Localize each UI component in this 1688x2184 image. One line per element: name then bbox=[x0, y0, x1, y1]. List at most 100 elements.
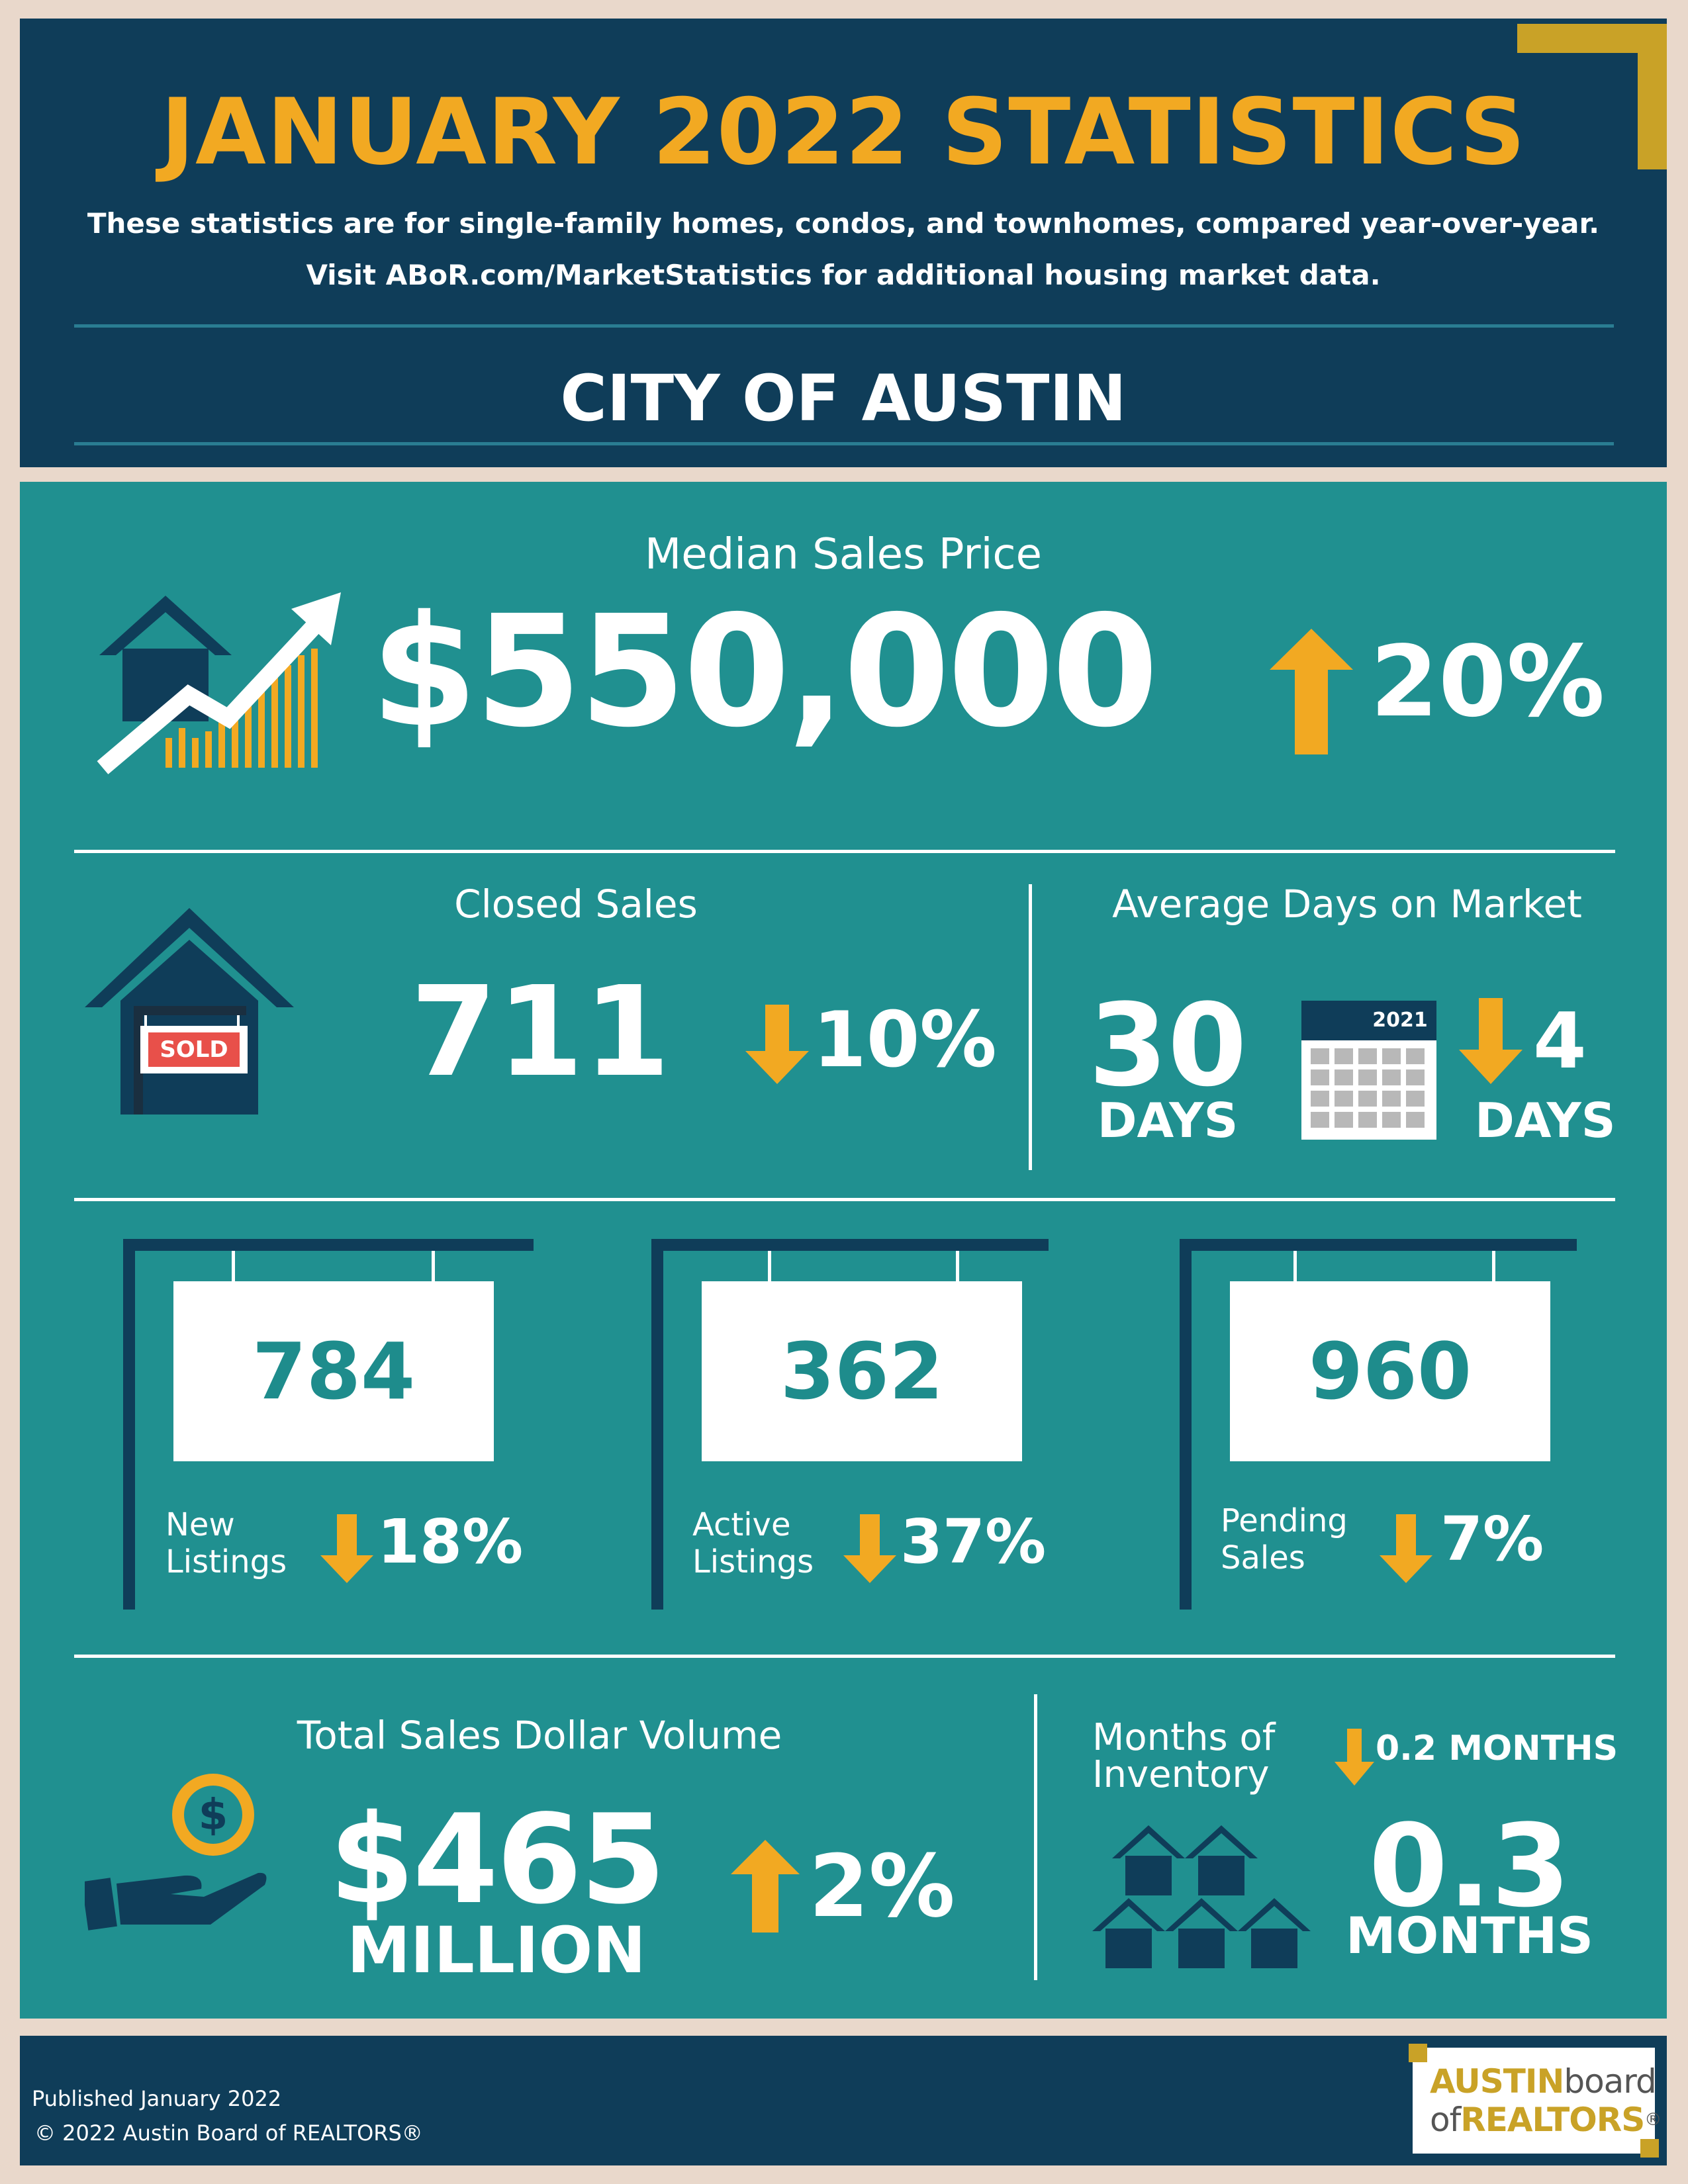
total-volume-change: 2% bbox=[809, 1836, 955, 1936]
calendar-day-cell bbox=[1311, 1091, 1329, 1107]
new-listings-change: 18% bbox=[377, 1506, 524, 1577]
region-title: CITY OF AUSTIN bbox=[560, 361, 1127, 435]
median-price-label: Median Sales Price bbox=[645, 530, 1042, 579]
arrow-down-icon bbox=[745, 1005, 809, 1084]
total-volume-value: $465 bbox=[329, 1788, 666, 1931]
calendar-day-cell bbox=[1335, 1048, 1353, 1064]
calendar-day-cell bbox=[1382, 1112, 1401, 1128]
footer-panel bbox=[20, 2036, 1667, 2165]
calendar-day-cell bbox=[1358, 1069, 1377, 1085]
calendar-day-cell bbox=[1335, 1091, 1353, 1107]
copyright-text: © 2022 Austin Board of REALTORS® bbox=[34, 2120, 423, 2146]
calendar-day-cell bbox=[1335, 1069, 1353, 1085]
pending-sales-label-2: Sales bbox=[1221, 1539, 1305, 1576]
sign-arm bbox=[651, 1239, 1049, 1251]
calendar-day-cell bbox=[1382, 1091, 1401, 1107]
page-title: JANUARY 2022 STATISTICS bbox=[160, 79, 1526, 185]
divider-3 bbox=[74, 1655, 1615, 1658]
sign-post bbox=[651, 1239, 663, 1610]
sign-post bbox=[123, 1239, 135, 1610]
pending-sales-change: 7% bbox=[1440, 1504, 1544, 1574]
arrow-down-icon bbox=[843, 1514, 896, 1583]
arrow-up-icon bbox=[1270, 629, 1353, 754]
calendar-day-cell bbox=[1311, 1048, 1329, 1064]
median-price-value: $550,000 bbox=[371, 582, 1158, 761]
calendar-icon: 2021 bbox=[1301, 1001, 1436, 1140]
divider-2 bbox=[74, 1198, 1615, 1201]
closed-sales-change: 10% bbox=[813, 995, 997, 1085]
new-listings-value: 784 bbox=[252, 1326, 416, 1417]
pending-sales-label-1: Pending bbox=[1221, 1502, 1348, 1539]
new-listings-label-2: Listings bbox=[165, 1543, 287, 1580]
arrow-down-icon bbox=[1459, 998, 1523, 1084]
calendar-day-cell bbox=[1358, 1091, 1377, 1107]
sold-sign-text: SOLD bbox=[160, 1036, 228, 1063]
active-listings-label-2: Listings bbox=[692, 1543, 814, 1580]
sign-hook bbox=[768, 1251, 771, 1281]
header-panel: JANUARY 2022 STATISTICS These statistics… bbox=[20, 19, 1667, 467]
closed-sales-label: Closed Sales bbox=[454, 882, 698, 927]
sign-arm bbox=[123, 1239, 534, 1251]
active-listings-label-1: Active bbox=[692, 1506, 791, 1543]
arrow-down-icon bbox=[1335, 1729, 1374, 1786]
arrow-up-icon bbox=[731, 1840, 800, 1933]
sign-hook bbox=[232, 1251, 235, 1281]
house-growth-chart-icon bbox=[97, 592, 341, 774]
inventory-label-1: Months of bbox=[1092, 1716, 1276, 1759]
subtitle-line-2: Visit ABoR.com/MarketStatistics for addi… bbox=[306, 259, 1381, 291]
hand-coin-icon bbox=[85, 1774, 267, 1931]
inventory-change: 0.2 MONTHS bbox=[1376, 1729, 1618, 1768]
active-listings-sign bbox=[702, 1281, 1022, 1461]
inventory-value: 0.3 bbox=[1368, 1799, 1571, 1933]
pending-sales-sign bbox=[1230, 1281, 1550, 1461]
calendar-day-cell bbox=[1406, 1069, 1425, 1085]
logo-austin-text: AUSTIN bbox=[1430, 2062, 1564, 2101]
days-on-market-value: 30 bbox=[1088, 979, 1247, 1112]
sign-hook bbox=[432, 1251, 435, 1281]
active-listings-value: 362 bbox=[780, 1326, 944, 1417]
calendar-day-cell bbox=[1406, 1048, 1425, 1064]
logo-realtors-text: REALTORS bbox=[1460, 2101, 1645, 2139]
calendar-day-cell bbox=[1406, 1112, 1425, 1128]
calendar-day-cell bbox=[1358, 1112, 1377, 1128]
new-listings-label-1: New bbox=[165, 1506, 235, 1543]
days-on-market-change-unit: DAYS bbox=[1475, 1093, 1616, 1148]
inventory-unit: MONTHS bbox=[1345, 1906, 1594, 1965]
published-date: Published January 2022 bbox=[32, 2086, 282, 2111]
active-listings-change: 37% bbox=[900, 1506, 1047, 1577]
sign-arm bbox=[1180, 1239, 1577, 1251]
arrow-down-icon bbox=[320, 1514, 373, 1583]
sign-post bbox=[1180, 1239, 1192, 1610]
pending-sales-value: 960 bbox=[1308, 1326, 1472, 1417]
calendar-day-cell bbox=[1406, 1091, 1425, 1107]
calendar-day-cell bbox=[1358, 1048, 1377, 1064]
median-price-change: 20% bbox=[1370, 625, 1605, 739]
sold-house-icon bbox=[85, 908, 294, 1115]
calendar-day-cell bbox=[1382, 1069, 1401, 1085]
dollar-sign-icon: $ bbox=[198, 1791, 228, 1840]
houses-icon bbox=[1092, 1825, 1311, 1968]
divider-1 bbox=[74, 850, 1615, 853]
days-on-market-unit: DAYS bbox=[1097, 1093, 1239, 1148]
days-on-market-change: 4 bbox=[1533, 997, 1587, 1086]
logo-of-text: of bbox=[1430, 2101, 1461, 2139]
abor-logo: AUSTINboard ofREALTORS® bbox=[1409, 2044, 1662, 2158]
calendar-day-cell bbox=[1311, 1112, 1329, 1128]
calendar-day-cell bbox=[1335, 1112, 1353, 1128]
total-volume-unit: MILLION bbox=[347, 1913, 646, 1987]
days-on-market-label: Average Days on Market bbox=[1112, 882, 1582, 927]
divider-vertical-1 bbox=[1029, 884, 1032, 1170]
calendar-year: 2021 bbox=[1372, 1009, 1428, 1032]
logo-registered-mark: ® bbox=[1644, 2110, 1662, 2130]
header-divider-bottom bbox=[74, 442, 1614, 445]
closed-sales-value: 711 bbox=[410, 960, 671, 1105]
sign-hook bbox=[1293, 1251, 1297, 1281]
logo-board-text: board bbox=[1564, 2062, 1656, 2101]
sign-hook bbox=[956, 1251, 959, 1281]
inventory-label-2: Inventory bbox=[1092, 1753, 1270, 1796]
calendar-day-cell bbox=[1311, 1069, 1329, 1085]
header-divider-top bbox=[74, 324, 1614, 328]
arrow-down-icon bbox=[1380, 1514, 1432, 1583]
sign-hook bbox=[1492, 1251, 1495, 1281]
corner-bracket-icon bbox=[1517, 24, 1667, 169]
